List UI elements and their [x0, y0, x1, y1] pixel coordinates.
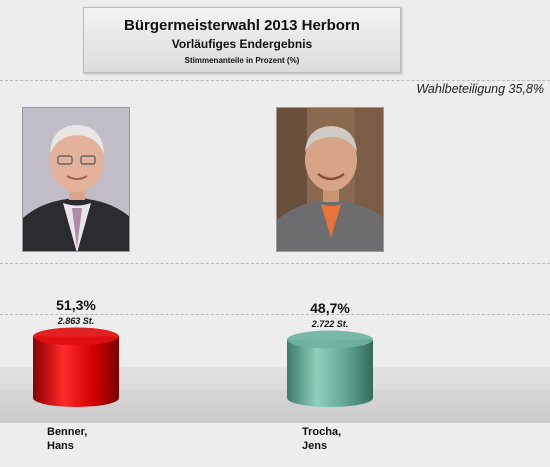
bar-value-label: 51,3% — [56, 297, 96, 313]
turnout-label: Wahlbeteiligung 35,8% — [416, 82, 544, 96]
candidate-photo-trocha — [276, 107, 384, 252]
bar-votes-label: 2.863 St. — [57, 316, 95, 326]
candidate-photo-benner — [22, 107, 130, 252]
bar — [287, 330, 373, 407]
title-box: Bürgermeisterwahl 2013 Herborn Vorläufig… — [83, 7, 401, 73]
chart-title: Bürgermeisterwahl 2013 Herborn — [124, 17, 360, 34]
bar-value-label: 48,7% — [310, 300, 350, 316]
category-label: Trocha, Jens — [302, 425, 341, 453]
bar-top — [287, 330, 373, 349]
category-label-line: Trocha, — [302, 426, 342, 438]
category-label-line: Hans — [47, 440, 74, 452]
bar-body — [33, 336, 119, 407]
bar-top — [33, 327, 119, 346]
chart-subtitle: Vorläufiges Endergebnis — [171, 37, 313, 51]
chart-caption: Stimmenanteile in Prozent (%) — [184, 56, 300, 65]
divider-top — [0, 80, 550, 81]
category-label: Benner, Hans — [47, 425, 87, 453]
bar-body — [287, 339, 373, 407]
bar-votes-label: 2.722 St. — [311, 319, 349, 329]
divider-middle — [0, 263, 550, 264]
category-label-line: Benner, — [47, 426, 88, 438]
category-label-line: Jens — [302, 440, 328, 452]
bar — [33, 327, 119, 407]
divider-baseline — [0, 314, 550, 315]
